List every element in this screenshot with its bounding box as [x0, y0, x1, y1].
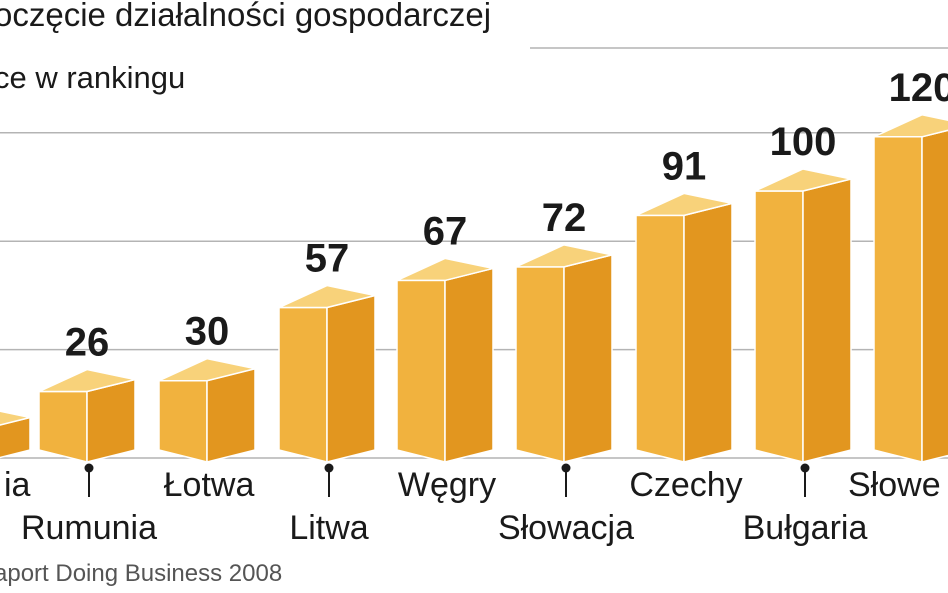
bar-top [38, 368, 136, 393]
category-label: Litwa [289, 509, 368, 547]
category-label: Słowe [848, 466, 941, 504]
bar-front [635, 214, 685, 463]
bar-top [754, 168, 852, 192]
bar-top [396, 257, 494, 282]
category-label: Słowacja [498, 509, 634, 547]
bar-front [158, 379, 208, 463]
bar-front [754, 190, 804, 463]
category-label: Rumunia [21, 509, 157, 547]
category-label: Węgry [398, 466, 496, 504]
bar-side [86, 378, 136, 463]
value-label: 57 [305, 237, 350, 281]
category-label: Czechy [629, 466, 742, 504]
category-label: Łotwa [164, 466, 255, 504]
bar-side [444, 267, 494, 463]
bar-side [206, 367, 256, 463]
bar-top [0, 410, 31, 426]
category-label: ia [4, 466, 31, 504]
value-label: 72 [542, 196, 587, 240]
bar-front [278, 306, 328, 463]
value-label: 30 [185, 310, 230, 354]
chart-title: oczęcie działalności gospodarczej [0, 0, 492, 33]
chart-subtitle: ce w rankingu [0, 60, 186, 95]
bar-front [396, 279, 446, 463]
bar-side [326, 294, 376, 463]
bar-front [873, 136, 923, 463]
category-label: Bułgaria [743, 509, 868, 547]
value-label: 26 [65, 321, 110, 365]
bar-top [278, 284, 376, 309]
bar-top [635, 192, 733, 217]
bar-side [921, 129, 948, 463]
value-label: 120 [889, 66, 948, 110]
value-label: 100 [770, 120, 837, 164]
bar-top [158, 357, 256, 382]
bar-top [515, 244, 613, 268]
bar-side [802, 178, 852, 463]
bar-side [683, 202, 733, 463]
chart-source: raport Doing Business 2008 [0, 560, 283, 587]
value-label: 91 [662, 144, 707, 188]
bar-side [563, 253, 613, 463]
bar-front [515, 266, 565, 463]
bar-front [38, 390, 88, 463]
value-label: 67 [423, 209, 468, 253]
bar-top [873, 114, 948, 138]
